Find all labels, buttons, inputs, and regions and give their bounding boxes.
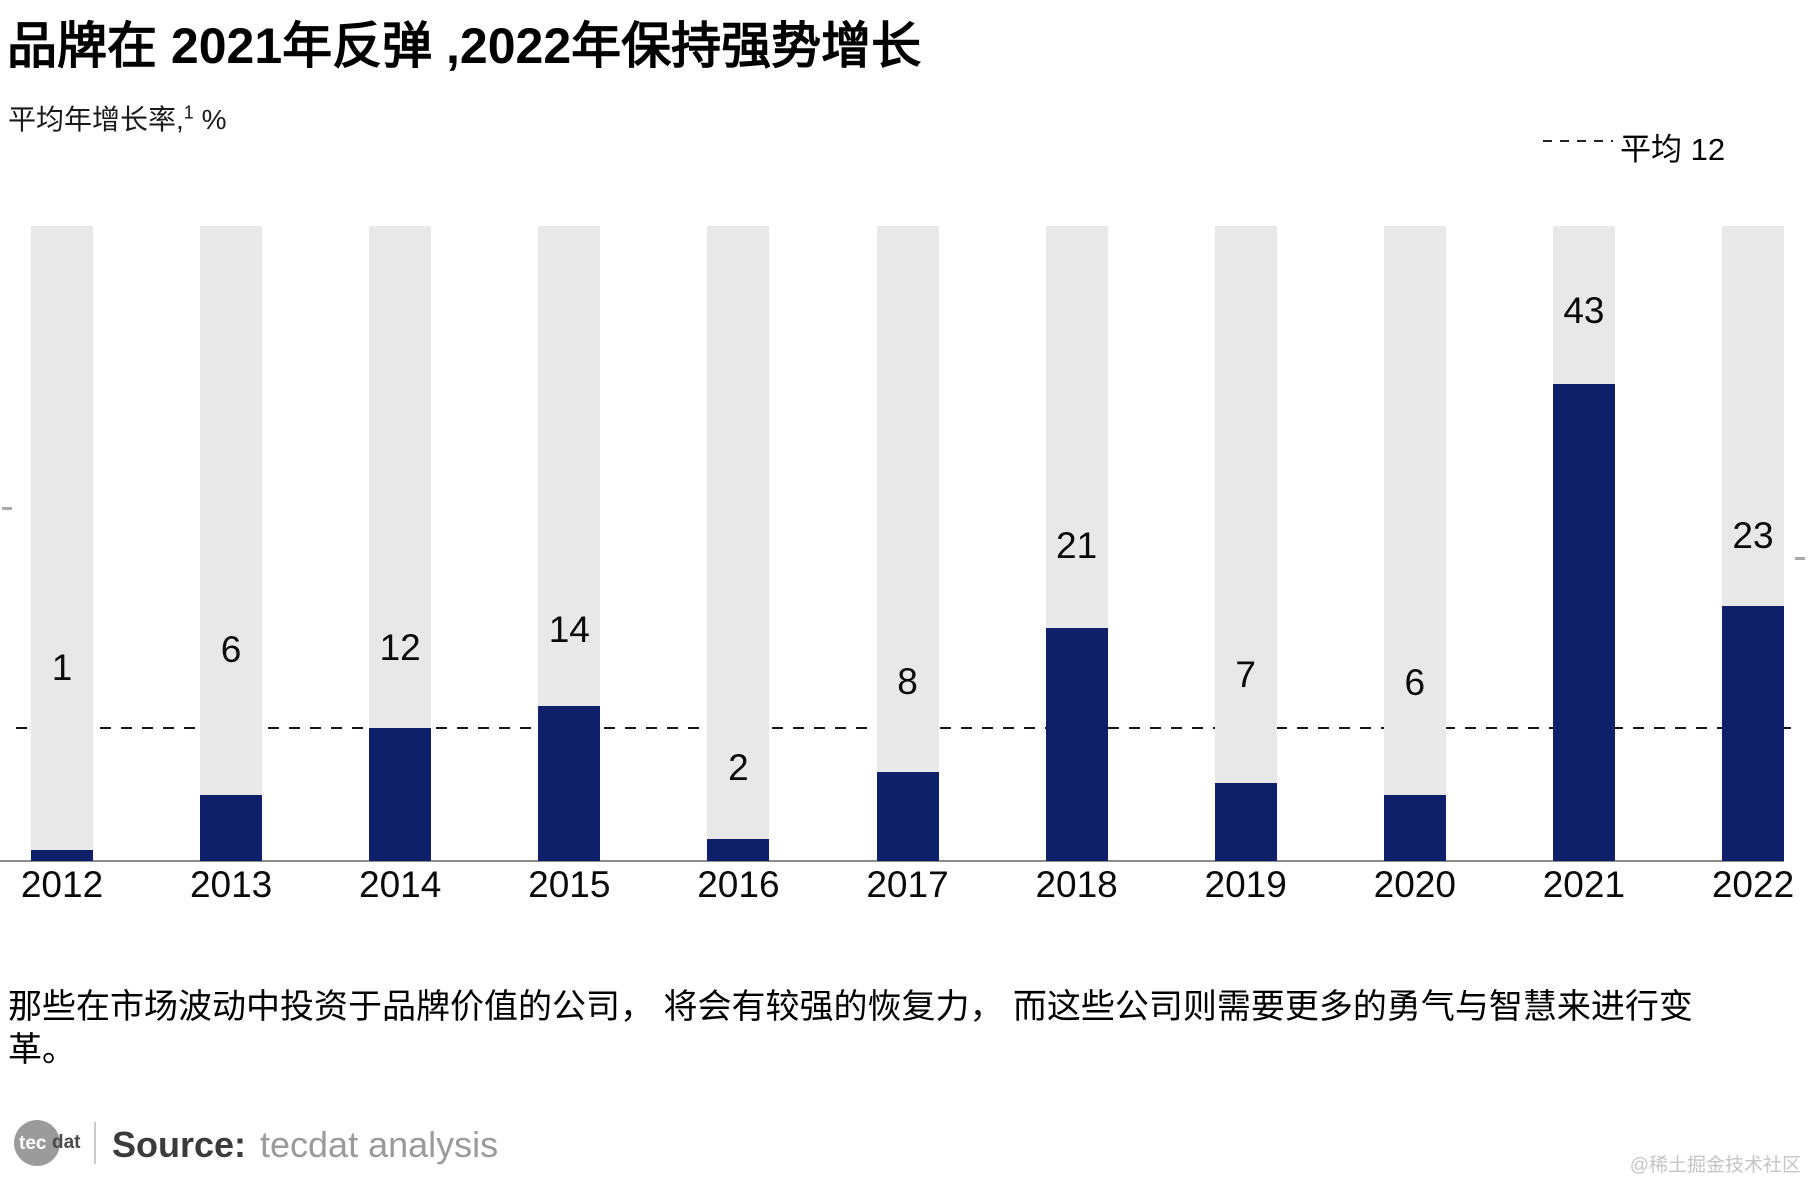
bar-value-label-2017: 8 xyxy=(897,661,918,702)
bar-2013 xyxy=(200,794,263,861)
x-axis-label-2013: 2013 xyxy=(189,864,273,905)
legend-average: 平均 12 xyxy=(1543,124,1803,167)
bar-value-label-2019: 7 xyxy=(1235,654,1256,695)
bar-track-2019 xyxy=(1214,226,1277,861)
bar-track-2017 xyxy=(876,226,939,861)
x-axis-label-2021: 2021 xyxy=(1542,864,1626,905)
tecdat-logo-dat: dat xyxy=(52,1132,81,1153)
bar-2017 xyxy=(876,772,939,861)
bar-2012 xyxy=(31,849,93,861)
x-axis-label-2020: 2020 xyxy=(1373,864,1456,905)
bar-2014 xyxy=(369,728,432,861)
bar-2021 xyxy=(1552,384,1615,861)
bar-2015 xyxy=(538,705,601,861)
chart-subtitle: 平均年增长率,1 % xyxy=(8,98,226,138)
x-axis-label-2016: 2016 xyxy=(697,864,780,905)
left-edge-tick xyxy=(2,507,12,510)
bar-value-label-2013: 6 xyxy=(220,629,242,670)
dashed-line-swatch-icon xyxy=(1543,140,1613,142)
bar-value-label-2012: 1 xyxy=(51,647,73,688)
bar-value-label-2022: 23 xyxy=(1732,515,1774,556)
x-axis-label-2012: 2012 xyxy=(20,864,104,905)
bar-track-2020 xyxy=(1383,226,1446,861)
watermark: @稀土掘金技术社区 xyxy=(1629,1155,1801,1176)
bar-value-label-2020: 6 xyxy=(1404,662,1426,703)
bar-track-2012 xyxy=(31,226,93,861)
tecdat-logo-icon xyxy=(14,1120,60,1166)
bar-2020 xyxy=(1383,794,1446,861)
source-row: tec dat Source: tecdat analysis xyxy=(10,1118,910,1170)
bar-value-label-2016: 2 xyxy=(728,747,749,788)
subtitle-base: 平均年增长率, xyxy=(8,104,184,135)
page-title: 品牌在 2021年反弹 ,2022年保持强势增长 xyxy=(7,18,922,74)
bar-value-label-2014: 12 xyxy=(379,627,421,668)
bar-value-label-2015: 14 xyxy=(548,609,590,650)
tecdat-logo-tec: tec xyxy=(19,1133,47,1154)
x-axis-label-2018: 2018 xyxy=(1035,864,1118,905)
bar-value-label-2018: 21 xyxy=(1056,525,1098,566)
footnote-paragraph: 那些在市场波动中投资于品牌价值的公司， 将会有较强的恢复力， 而这些公司则需要更… xyxy=(8,988,1693,1069)
x-axis-label-2019: 2019 xyxy=(1204,864,1287,905)
bar-track-2016 xyxy=(707,226,770,861)
x-axis-label-2015: 2015 xyxy=(528,864,611,905)
bar-2018 xyxy=(1045,628,1108,861)
subtitle-footnote-marker: 1 xyxy=(183,102,194,123)
bar-value-label-2021: 43 xyxy=(1563,290,1605,331)
x-axis-label-2022: 2022 xyxy=(1711,864,1795,905)
source-separator xyxy=(94,1122,96,1164)
bar-2022 xyxy=(1722,606,1784,861)
subtitle-suffix: % xyxy=(193,104,227,135)
x-axis-line xyxy=(0,860,1784,862)
legend-average-label: 平均 12 xyxy=(1620,132,1726,167)
right-edge-tick xyxy=(1795,557,1805,560)
bar-2016 xyxy=(707,838,770,861)
bar-track-2013 xyxy=(200,226,263,861)
source-label: Source: xyxy=(112,1124,247,1165)
x-axis-label-2014: 2014 xyxy=(359,864,442,905)
bar-2019 xyxy=(1214,783,1277,861)
source-text: tecdat analysis xyxy=(260,1124,499,1165)
x-axis-label-2017: 2017 xyxy=(866,864,949,905)
